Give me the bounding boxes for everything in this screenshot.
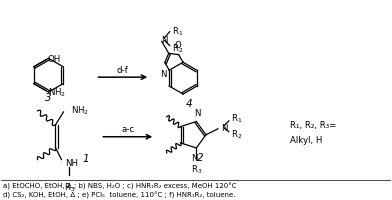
- Text: N: N: [191, 153, 198, 162]
- Text: 1: 1: [82, 153, 89, 163]
- Text: 2: 2: [197, 152, 203, 162]
- Text: R$_2$: R$_2$: [231, 128, 242, 140]
- Text: NH: NH: [65, 158, 78, 167]
- Text: R₁, R₂, R₃=: R₁, R₂, R₃=: [290, 121, 336, 130]
- Text: NH$_2$: NH$_2$: [48, 86, 66, 98]
- Text: a) EtOCHO, EtOH, Δ ; b) NBS, H₂O ; c) HNR₁R₂ excess, MeOH 120°C: a) EtOCHO, EtOH, Δ ; b) NBS, H₂O ; c) HN…: [3, 182, 236, 189]
- Text: R$_1$: R$_1$: [231, 112, 242, 124]
- Text: R$_3$: R$_3$: [64, 181, 75, 193]
- Text: 3: 3: [45, 93, 52, 103]
- Text: R$_3$: R$_3$: [191, 163, 202, 175]
- Text: N: N: [161, 36, 167, 45]
- Text: O: O: [174, 40, 181, 49]
- Text: 4: 4: [186, 98, 192, 108]
- Text: R$_2$: R$_2$: [172, 42, 183, 55]
- Text: d) CS₂, KOH, EtOH, Δ ; e) PCl₅  toluene, 110°C ; f) HNR₁R₂, toluene.: d) CS₂, KOH, EtOH, Δ ; e) PCl₅ toluene, …: [3, 191, 235, 198]
- Text: NH$_2$: NH$_2$: [71, 104, 89, 117]
- Text: R$_1$: R$_1$: [172, 25, 183, 38]
- Text: N: N: [194, 108, 201, 117]
- Text: Alkyl, H: Alkyl, H: [290, 136, 322, 144]
- Text: a-c: a-c: [121, 125, 134, 134]
- Text: N: N: [161, 69, 167, 78]
- Text: N: N: [221, 124, 227, 133]
- Text: d-f: d-f: [117, 65, 129, 74]
- Text: OH: OH: [48, 55, 61, 64]
